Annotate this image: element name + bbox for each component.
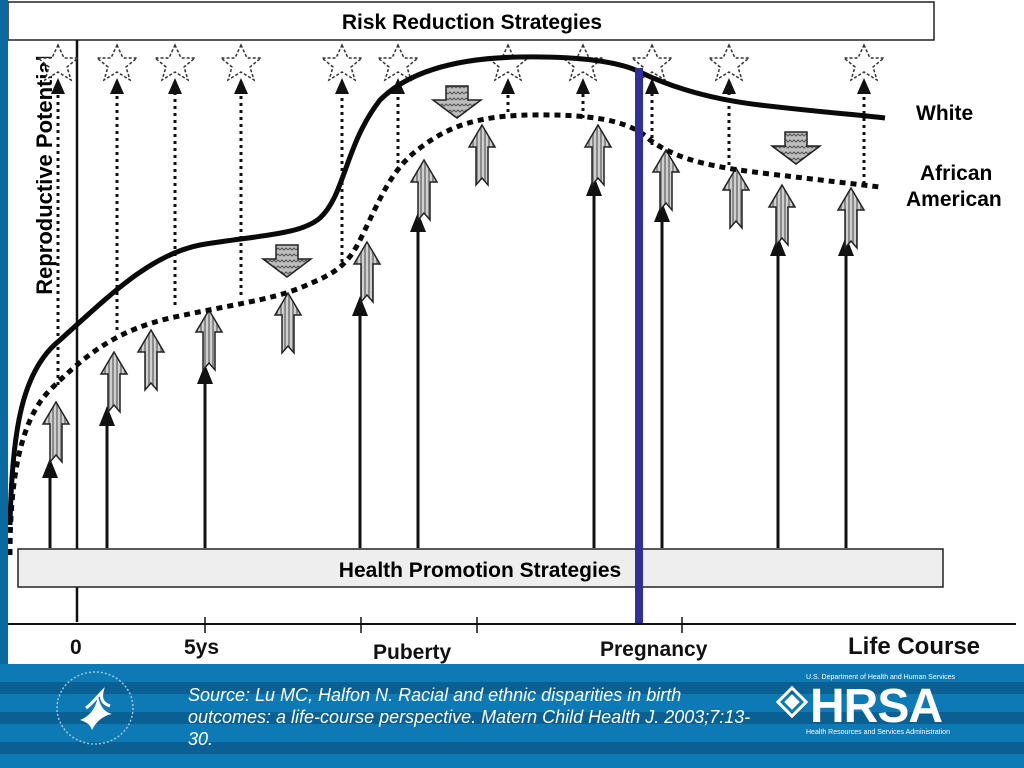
health-promotion-label: Health Promotion Strategies bbox=[339, 559, 621, 582]
hrsa-logo: U.S. Department of Health and Human Serv… bbox=[776, 674, 956, 736]
risk-reduction-label: Risk Reduction Strategies bbox=[342, 11, 602, 34]
hrsa-emblem-icon bbox=[776, 685, 809, 719]
hrsa-sub-text: Health Resources and Services Administra… bbox=[806, 729, 950, 736]
tick-label-5ys: 5ys bbox=[184, 636, 219, 659]
health-promotion-arrows bbox=[48, 192, 848, 548]
legend-african: African bbox=[920, 162, 992, 185]
y-axis-label: Reproductive Potential bbox=[32, 55, 57, 295]
legend-american: American bbox=[906, 188, 1002, 211]
protective-factor-arrows bbox=[41, 123, 866, 465]
legend-white: White bbox=[916, 102, 973, 125]
hhs-seal-logo bbox=[56, 671, 134, 745]
tick-label-life-course: Life Course bbox=[848, 633, 980, 660]
source-citation: Source: Lu MC, Halfon N. Racial and ethn… bbox=[188, 685, 751, 749]
tick-label-puberty: Puberty bbox=[373, 641, 452, 664]
risk-reduction-arrows bbox=[56, 90, 866, 385]
tick-label-0: 0 bbox=[70, 636, 82, 659]
protective-stars bbox=[35, 43, 887, 82]
risk-factor-arrows bbox=[260, 85, 823, 278]
footer-band bbox=[0, 664, 1024, 768]
hrsa-header-text: U.S. Department of Health and Human Serv… bbox=[806, 674, 956, 681]
promotion-arrowheads bbox=[42, 176, 854, 478]
slide-canvas: Risk Reduction Strategies Reproductive P… bbox=[8, 0, 1024, 664]
white-curve bbox=[8, 54, 886, 526]
risk-reduction-box bbox=[8, 1, 935, 41]
life-course-diagram: Risk Reduction Strategies Reproductive P… bbox=[8, 1, 1016, 664]
health-promotion-box bbox=[17, 548, 944, 588]
hrsa-wordmark: HRSA bbox=[810, 680, 942, 733]
tick-label-pregnancy: Pregnancy bbox=[600, 638, 708, 661]
pregnancy-marker-line bbox=[635, 68, 643, 623]
african-american-curve bbox=[8, 112, 881, 556]
axis-ticks bbox=[204, 617, 683, 633]
